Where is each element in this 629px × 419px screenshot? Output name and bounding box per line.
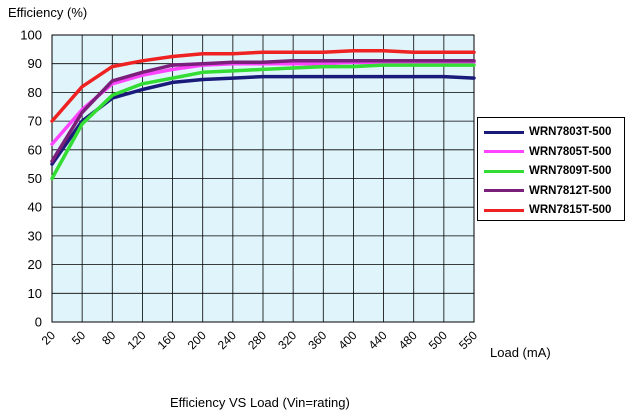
- y-tick-label: 80: [28, 85, 42, 100]
- legend-swatch: [484, 169, 524, 173]
- series-line-wrn7809t-500: [50, 63, 476, 181]
- y-tick-label: 20: [28, 257, 42, 272]
- y-tick-label: 90: [28, 56, 42, 71]
- x-tick-label: 240: [215, 328, 239, 352]
- legend-item: WRN7815T-500: [484, 201, 611, 219]
- x-tick-label: 360: [305, 328, 329, 352]
- x-tick-label: 400: [335, 328, 359, 352]
- x-tick-label: 480: [396, 328, 420, 352]
- x-tick-labels: 20 50 80 120 160 200 240 280 320 360 400 440 480 500 5…: [39, 328, 481, 352]
- y-tick-label: 60: [28, 142, 42, 157]
- y-tick-labels: 0 10 20 30 40 50 60 70 80 90 100: [20, 28, 42, 330]
- x-tick-label: 550: [456, 328, 480, 352]
- x-tick-label: 320: [275, 328, 299, 352]
- y-tick-label: 40: [28, 200, 42, 215]
- y-tick-label: 50: [28, 171, 42, 186]
- y-tick-label: 100: [20, 28, 42, 43]
- x-axis-title: Load (mA): [490, 345, 551, 360]
- x-tick-label: 280: [245, 328, 269, 352]
- series-line-wrn7815t-500: [50, 49, 476, 123]
- series-line-wrn7803t-500: [50, 74, 476, 166]
- x-tick-label: 200: [185, 328, 209, 352]
- series-line-wrn7812t-500: [50, 59, 476, 164]
- legend-item: WRN7809T-500: [484, 162, 611, 180]
- legend-item: WRN7803T-500: [484, 123, 611, 141]
- x-tick-label: 120: [124, 328, 148, 352]
- legend-item: WRN7805T-500: [484, 143, 611, 161]
- legend: WRN7803T-500 WRN7805T-500 WRN7809T-500 WRN7…: [477, 117, 625, 221]
- legend-swatch: [484, 150, 524, 153]
- legend-label: WRN7812T-500: [529, 184, 612, 197]
- x-tick-label: 20: [39, 328, 59, 348]
- legend-swatch: [484, 208, 524, 212]
- y-tick-label: 10: [28, 286, 42, 301]
- x-tick-label: 50: [69, 328, 89, 348]
- y-tick-label: 70: [28, 114, 42, 129]
- legend-label: WRN7805T-500: [529, 145, 612, 158]
- legend-label: WRN7809T-500: [529, 165, 612, 177]
- x-tick-label: 440: [366, 328, 390, 352]
- y-tick-label: 0: [35, 315, 42, 330]
- series-lines: [50, 49, 476, 181]
- legend-item: WRN7812T-500: [484, 182, 611, 200]
- legend-label: WRN7815T-500: [529, 204, 612, 216]
- y-axis-title: Efficiency (%): [8, 5, 87, 20]
- legend-swatch: [484, 189, 524, 192]
- chart-caption: Efficiency VS Load (Vin=rating): [170, 395, 350, 410]
- legend-swatch: [484, 130, 524, 134]
- x-tick-label: 80: [99, 328, 119, 348]
- x-tick-label: 500: [426, 328, 450, 352]
- x-tick-label: 160: [155, 328, 179, 352]
- y-tick-label: 30: [28, 228, 42, 243]
- legend-label: WRN7803T-500: [529, 126, 612, 138]
